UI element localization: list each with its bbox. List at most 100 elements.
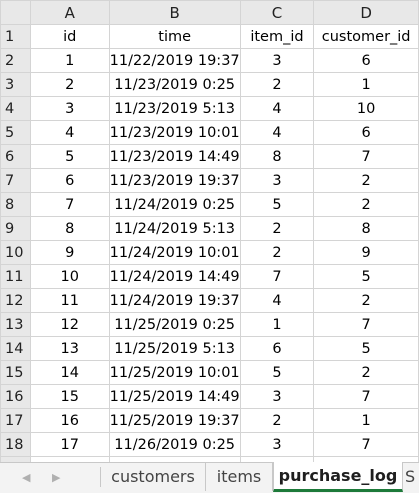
next-sheet-icon[interactable]: ▶ xyxy=(52,471,61,484)
cell[interactable]: 4 xyxy=(313,456,419,462)
cell[interactable]: 11/23/2019 5:13 xyxy=(108,96,241,121)
cell[interactable]: 5 xyxy=(239,360,315,385)
cell[interactable]: 11/23/2019 19:37 xyxy=(108,168,241,193)
cell[interactable]: 2 xyxy=(239,72,315,97)
cell[interactable]: 2 xyxy=(239,408,315,433)
row-number[interactable]: 17 xyxy=(0,408,31,433)
cell[interactable]: 11 xyxy=(29,288,110,313)
cell[interactable]: 11/23/2019 14:49 xyxy=(108,144,241,169)
column-header-a[interactable]: A xyxy=(29,0,110,25)
cell[interactable]: 7 xyxy=(239,264,315,289)
cell[interactable]: 7 xyxy=(313,384,419,409)
cell[interactable]: 4 xyxy=(239,96,315,121)
cell[interactable]: 2 xyxy=(29,72,110,97)
cell[interactable]: 3 xyxy=(239,48,315,73)
row-number[interactable]: 10 xyxy=(0,240,31,265)
cell[interactable]: 11/22/2019 19:37 xyxy=(108,48,241,73)
row-number[interactable]: 2 xyxy=(0,48,31,73)
cell[interactable]: 6 xyxy=(239,336,315,361)
row-number[interactable]: 12 xyxy=(0,288,31,313)
cell[interactable]: 6 xyxy=(313,48,419,73)
cell[interactable]: 3 xyxy=(239,168,315,193)
cell[interactable]: 4 xyxy=(239,288,315,313)
row-number[interactable]: 5 xyxy=(0,120,31,145)
row-number[interactable]: 3 xyxy=(0,72,31,97)
select-all-corner[interactable] xyxy=(0,0,31,25)
tab-items[interactable]: items xyxy=(206,463,273,491)
cell[interactable]: 8 xyxy=(239,144,315,169)
cell[interactable]: 7 xyxy=(313,312,419,337)
header-cell[interactable]: item_id xyxy=(239,24,315,49)
cell[interactable]: 3 xyxy=(239,432,315,457)
cell[interactable]: 11/24/2019 10:01 xyxy=(108,240,241,265)
cell[interactable]: 1 xyxy=(29,48,110,73)
cell[interactable]: 15 xyxy=(29,384,110,409)
cell[interactable]: 2 xyxy=(239,216,315,241)
cell[interactable]: 11/25/2019 19:37 xyxy=(108,408,241,433)
cell[interactable]: 3 xyxy=(239,384,315,409)
row-number[interactable]: 8 xyxy=(0,192,31,217)
row-number[interactable]: 16 xyxy=(0,384,31,409)
cell[interactable]: 7 xyxy=(29,192,110,217)
cell[interactable]: 4 xyxy=(239,120,315,145)
cell[interactable]: 2 xyxy=(239,240,315,265)
cell[interactable]: 6 xyxy=(313,120,419,145)
row-number[interactable]: 6 xyxy=(0,144,31,169)
row-number[interactable]: 11 xyxy=(0,264,31,289)
cell[interactable]: 1 xyxy=(239,312,315,337)
header-cell[interactable]: id xyxy=(29,24,110,49)
cell[interactable]: 5 xyxy=(239,192,315,217)
spreadsheet-grid[interactable]: A B C D 1 id time item_id customer_id 2 1 11/22… xyxy=(0,0,419,462)
row-number[interactable]: 13 xyxy=(0,312,31,337)
cell[interactable]: 11/23/2019 10:01 xyxy=(108,120,241,145)
cell[interactable]: 16 xyxy=(29,408,110,433)
cell[interactable]: 7 xyxy=(313,144,419,169)
row-number[interactable]: 4 xyxy=(0,96,31,121)
column-header-b[interactable]: B xyxy=(108,0,241,25)
cell[interactable]: 11/24/2019 14:49 xyxy=(108,264,241,289)
tab-customers[interactable]: customers xyxy=(101,463,206,491)
cell[interactable]: 17 xyxy=(29,432,110,457)
cell[interactable]: 10 xyxy=(29,264,110,289)
cell[interactable]: 11/25/2019 10:01 xyxy=(108,360,241,385)
cell[interactable]: 10 xyxy=(313,96,419,121)
cell[interactable]: 6 xyxy=(29,168,110,193)
cell[interactable]: 11/24/2019 0:25 xyxy=(108,192,241,217)
cell[interactable]: 7 xyxy=(313,432,419,457)
tab-next-partial[interactable]: S xyxy=(405,467,416,486)
header-cell[interactable]: time xyxy=(108,24,241,49)
row-number[interactable]: 15 xyxy=(0,360,31,385)
header-cell[interactable]: customer_id xyxy=(313,24,419,49)
cell[interactable]: 11/25/2019 0:25 xyxy=(108,312,241,337)
cell[interactable]: 14 xyxy=(29,360,110,385)
row-number[interactable]: 14 xyxy=(0,336,31,361)
cell[interactable]: 2 xyxy=(313,192,419,217)
cell[interactable]: 8 xyxy=(29,216,110,241)
column-header-c[interactable]: C xyxy=(239,0,315,25)
cell[interactable]: 11/26/2019 5:13 xyxy=(108,456,241,462)
cell[interactable]: 1 xyxy=(313,72,419,97)
row-number[interactable]: 9 xyxy=(0,216,31,241)
cell[interactable]: 5 xyxy=(313,264,419,289)
cell[interactable]: 5 xyxy=(29,144,110,169)
cell[interactable]: 13 xyxy=(29,336,110,361)
cell[interactable]: 11/25/2019 5:13 xyxy=(108,336,241,361)
cell[interactable]: 11/26/2019 0:25 xyxy=(108,432,241,457)
cell[interactable]: 11/23/2019 0:25 xyxy=(108,72,241,97)
cell[interactable]: 11/24/2019 5:13 xyxy=(108,216,241,241)
column-header-d[interactable]: D xyxy=(313,0,419,25)
cell[interactable]: 11/25/2019 14:49 xyxy=(108,384,241,409)
cell[interactable]: 2 xyxy=(313,360,419,385)
prev-sheet-icon[interactable]: ◀ xyxy=(22,471,31,484)
row-number[interactable]: 1 xyxy=(0,24,31,49)
cell[interactable]: 9 xyxy=(29,240,110,265)
cell[interactable]: 11/24/2019 19:37 xyxy=(108,288,241,313)
cell[interactable]: 5 xyxy=(313,336,419,361)
tab-purchase-log[interactable]: purchase_log xyxy=(273,462,403,492)
cell[interactable]: 2 xyxy=(313,168,419,193)
row-number[interactable]: 7 xyxy=(0,168,31,193)
cell[interactable]: 12 xyxy=(29,312,110,337)
cell[interactable]: 4 xyxy=(29,120,110,145)
row-number[interactable]: 18 xyxy=(0,432,31,457)
cell[interactable]: 1 xyxy=(313,408,419,433)
